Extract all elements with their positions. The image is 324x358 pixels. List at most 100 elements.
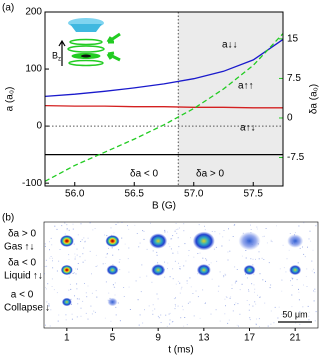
noise	[51, 244, 53, 246]
series-line	[45, 33, 283, 182]
noise	[110, 227, 112, 229]
noise	[308, 311, 310, 313]
noise	[193, 256, 195, 258]
noise	[211, 231, 213, 232]
noise	[298, 299, 300, 301]
noise	[224, 298, 226, 300]
row-phase: Liquid	[4, 271, 31, 282]
noise	[105, 281, 107, 283]
noise	[68, 229, 70, 231]
noise	[167, 231, 168, 233]
noise	[164, 229, 166, 231]
x-tick-label: 56.5	[125, 189, 145, 200]
noise	[68, 289, 70, 291]
noise	[82, 253, 84, 255]
noise	[121, 237, 123, 239]
series-line	[45, 38, 283, 98]
noise	[259, 326, 260, 328]
noise	[223, 276, 225, 278]
noise	[52, 260, 53, 262]
noise	[164, 231, 166, 233]
noise	[222, 236, 224, 238]
noise	[143, 230, 145, 232]
noise	[277, 317, 279, 319]
noise	[79, 256, 81, 258]
noise	[239, 313, 241, 315]
noise	[184, 317, 186, 318]
noise	[256, 226, 258, 228]
noise	[87, 318, 89, 320]
noise	[202, 257, 204, 259]
noise	[273, 322, 275, 324]
noise	[303, 284, 304, 286]
noise	[169, 276, 171, 278]
noise	[258, 251, 260, 253]
noise	[172, 278, 174, 280]
noise	[227, 322, 229, 324]
beam-cone	[70, 24, 102, 32]
noise	[223, 230, 225, 231]
noise	[44, 243, 46, 245]
noise	[117, 302, 119, 304]
noise	[74, 253, 76, 255]
noise	[217, 290, 219, 292]
plot-area	[45, 33, 283, 182]
noise	[268, 262, 270, 264]
noise	[106, 253, 108, 255]
noise	[70, 298, 72, 300]
noise	[186, 280, 188, 282]
noise	[76, 248, 78, 250]
noise	[174, 308, 176, 310]
noise	[245, 250, 247, 251]
series-label: a↓↓	[222, 40, 238, 51]
noise	[87, 237, 89, 239]
noise	[90, 305, 92, 307]
noise	[250, 224, 251, 226]
noise	[169, 312, 171, 314]
noise	[181, 305, 183, 307]
noise	[298, 288, 299, 290]
x-tick-label: 21	[290, 333, 302, 344]
y-tick-label: -100	[22, 178, 42, 189]
noise	[227, 259, 229, 261]
y2-tick-label: 15	[287, 34, 299, 45]
noise	[259, 273, 261, 275]
noise	[84, 259, 86, 261]
noise	[251, 283, 253, 285]
panel-label: (a)	[2, 3, 14, 14]
noise	[310, 240, 312, 242]
noise	[169, 323, 171, 325]
noise	[298, 225, 300, 227]
noise	[315, 311, 317, 313]
noise	[143, 238, 145, 240]
noise	[177, 237, 179, 239]
noise	[49, 257, 51, 259]
noise	[292, 278, 293, 280]
row-condition: δa < 0	[8, 258, 37, 269]
noise	[94, 228, 96, 229]
noise	[227, 251, 229, 253]
shaded-region	[178, 12, 283, 186]
noise	[177, 280, 179, 282]
noise	[49, 241, 50, 243]
noise	[252, 305, 254, 307]
y-axis-label: a (a₀)	[5, 87, 16, 112]
noise	[170, 238, 172, 240]
annotation: δa > 0	[196, 169, 225, 180]
noise	[172, 235, 174, 237]
noise	[316, 223, 318, 225]
noise	[65, 314, 67, 316]
noise	[241, 255, 243, 257]
noise	[294, 232, 296, 234]
noise	[48, 304, 50, 306]
noise	[270, 310, 272, 312]
noise	[213, 248, 215, 250]
noise	[141, 264, 143, 266]
noise	[106, 235, 108, 237]
noise	[123, 296, 125, 297]
noise	[72, 223, 74, 225]
noise	[221, 245, 223, 247]
noise	[74, 258, 76, 260]
noise	[239, 289, 241, 291]
noise	[85, 292, 87, 294]
